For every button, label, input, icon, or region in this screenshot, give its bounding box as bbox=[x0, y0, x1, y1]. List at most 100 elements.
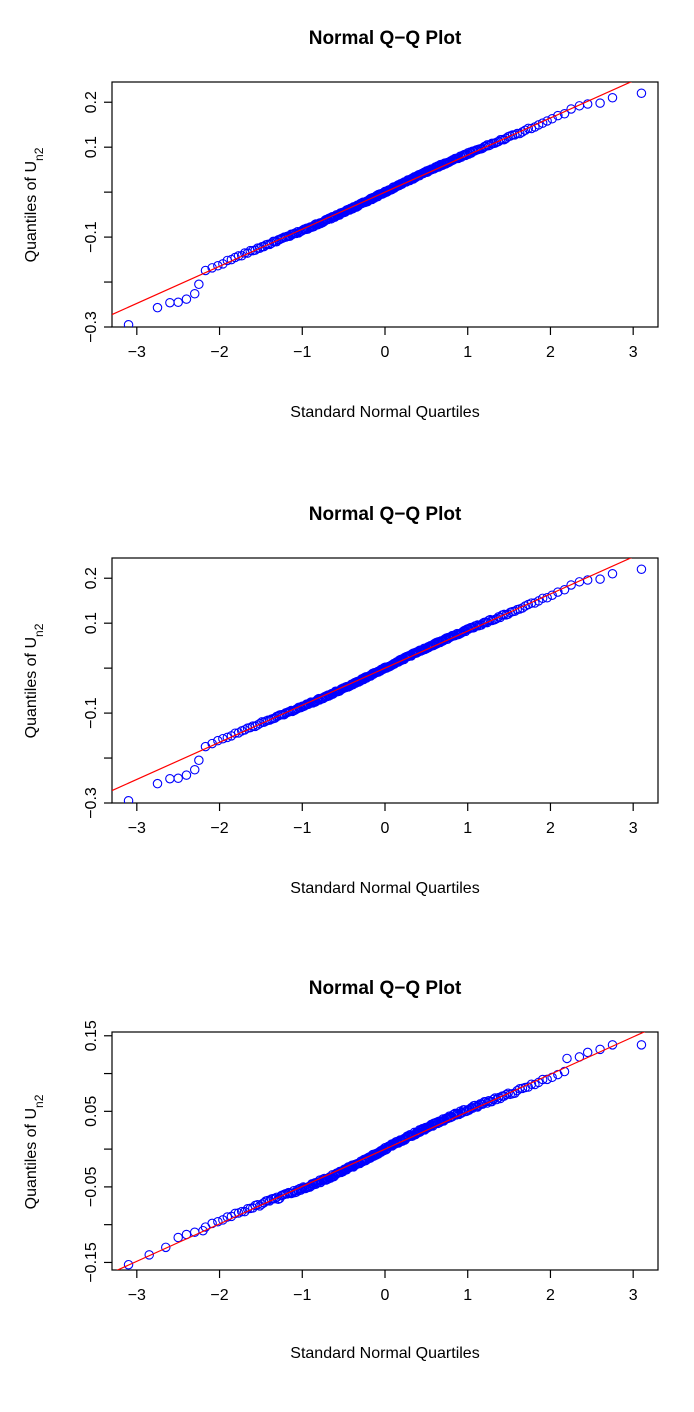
qq-point bbox=[189, 764, 200, 775]
x-axis-label: Standard Normal Quartiles bbox=[290, 1345, 479, 1362]
y-tick-label: 0.1 bbox=[83, 612, 100, 634]
x-tick-label: −2 bbox=[210, 344, 228, 361]
x-tick-label: −1 bbox=[293, 344, 311, 361]
qq-point bbox=[189, 288, 200, 299]
qq-point bbox=[181, 294, 192, 304]
qq-point bbox=[595, 574, 605, 584]
x-tick-label: 2 bbox=[546, 1287, 555, 1304]
qq-point bbox=[553, 110, 563, 121]
qq-plot-1-svg: Normal Q−Q Plot Standard Normal Quartile… bbox=[23, 28, 659, 421]
qq-point bbox=[165, 297, 175, 308]
plot-area: −3 −2 −1 0 1 2 3 −0.15 −0.05 0.05 0.15 bbox=[83, 1020, 659, 1304]
y-tick-label: 0.2 bbox=[83, 567, 100, 589]
qq-plot-1: Normal Q−Q Plot Standard Normal Quartile… bbox=[0, 0, 694, 460]
qq-point bbox=[523, 123, 534, 134]
x-tick-label: 0 bbox=[381, 344, 390, 361]
qq-point bbox=[456, 152, 467, 163]
qq-point bbox=[512, 128, 522, 139]
y-axis-label-sub: n2 bbox=[32, 623, 46, 637]
reference-line bbox=[112, 558, 633, 792]
qq-point bbox=[537, 593, 548, 604]
x-axis-label: Standard Normal Quartiles bbox=[290, 880, 479, 897]
qq-point bbox=[173, 773, 183, 784]
chart-title: Normal Q−Q Plot bbox=[309, 504, 462, 525]
qq-point bbox=[520, 125, 531, 135]
qq-point bbox=[582, 1047, 593, 1058]
x-tick-label: −1 bbox=[293, 820, 311, 837]
y-axis-label-main: Quantiles of U bbox=[23, 637, 40, 738]
qq-point bbox=[566, 580, 576, 590]
qq-point bbox=[595, 98, 605, 108]
y-tick-label: −0.1 bbox=[83, 697, 100, 729]
qq-plot-2: Normal Q−Q Plot Standard Normal Quartile… bbox=[0, 476, 694, 936]
qq-point bbox=[562, 1053, 572, 1064]
qq-point bbox=[230, 1208, 240, 1219]
qq-plot-2-svg: Normal Q−Q Plot Standard Normal Quartile… bbox=[23, 504, 659, 897]
qq-point bbox=[298, 1182, 309, 1192]
qq-point bbox=[582, 99, 593, 109]
qq-point bbox=[488, 1094, 499, 1105]
qq-point bbox=[636, 88, 647, 98]
y-tick-label: −0.3 bbox=[83, 311, 100, 343]
x-tick-label: 0 bbox=[381, 820, 390, 837]
qq-point bbox=[222, 1212, 233, 1222]
qq-point bbox=[512, 1085, 522, 1096]
qq-point bbox=[636, 564, 647, 574]
y-axis-label-main: Quantiles of U bbox=[23, 161, 40, 262]
qq-point bbox=[152, 778, 163, 789]
x-tick-label: 1 bbox=[463, 1287, 472, 1304]
qq-plot-3-svg: Normal Q−Q Plot Standard Normal Quartile… bbox=[23, 978, 659, 1362]
x-tick-label: 2 bbox=[546, 820, 555, 837]
data-layer bbox=[116, 1032, 647, 1270]
x-tick-label: 1 bbox=[463, 820, 472, 837]
qq-point bbox=[213, 1216, 223, 1227]
x-tick-label: 3 bbox=[629, 344, 638, 361]
y-axis-label: Quantiles of Un2 bbox=[23, 147, 46, 262]
y-tick-label: −0.3 bbox=[83, 787, 100, 819]
qq-point bbox=[270, 1193, 280, 1204]
qq-point bbox=[483, 140, 494, 151]
qq-point bbox=[194, 279, 204, 290]
y-axis-label-sub: n2 bbox=[32, 147, 46, 161]
y-tick-label: 0.15 bbox=[83, 1020, 100, 1051]
x-tick-label: −2 bbox=[210, 820, 228, 837]
qq-point bbox=[248, 1203, 258, 1213]
qq-point bbox=[123, 320, 134, 327]
x-axis-label: Standard Normal Quartiles bbox=[290, 404, 479, 421]
x-tick-label: −3 bbox=[128, 344, 146, 361]
qq-point bbox=[181, 770, 192, 780]
qq-point bbox=[482, 617, 492, 628]
qq-point bbox=[239, 725, 250, 735]
qq-point bbox=[582, 575, 593, 585]
x-tick-label: 2 bbox=[546, 344, 555, 361]
qq-point bbox=[198, 1225, 208, 1236]
x-tick-label: −3 bbox=[128, 820, 146, 837]
qq-point bbox=[236, 251, 247, 261]
x-tick-label: 3 bbox=[629, 1287, 638, 1304]
qq-point bbox=[161, 1242, 171, 1253]
qq-point bbox=[123, 796, 134, 803]
reference-line bbox=[116, 1032, 646, 1270]
y-axis-label-sub: n2 bbox=[32, 1094, 46, 1108]
x-tick-label: 0 bbox=[381, 1287, 390, 1304]
qq-point bbox=[503, 1088, 513, 1098]
y-tick-label: 0.2 bbox=[83, 91, 100, 113]
plot-frame bbox=[111, 557, 659, 804]
qq-point bbox=[173, 297, 183, 308]
qq-point bbox=[239, 1206, 250, 1217]
y-tick-label: 0.1 bbox=[83, 136, 100, 158]
qq-point bbox=[173, 1232, 183, 1243]
qq-point bbox=[123, 1259, 134, 1270]
qq-point bbox=[144, 1250, 154, 1260]
qq-point bbox=[526, 598, 537, 608]
qq-point bbox=[194, 755, 204, 766]
qq-point bbox=[152, 302, 163, 313]
qq-point bbox=[523, 1082, 534, 1092]
qq-point bbox=[254, 718, 265, 729]
y-tick-label: −0.05 bbox=[83, 1167, 100, 1208]
y-tick-label: −0.15 bbox=[83, 1242, 100, 1283]
qq-point bbox=[566, 104, 576, 114]
qq-point bbox=[607, 92, 618, 103]
plot-frame bbox=[111, 81, 659, 328]
plot-area: −3 −2 −1 0 1 2 3 −0.3 −0.1 0.1 0.2 bbox=[83, 557, 659, 837]
